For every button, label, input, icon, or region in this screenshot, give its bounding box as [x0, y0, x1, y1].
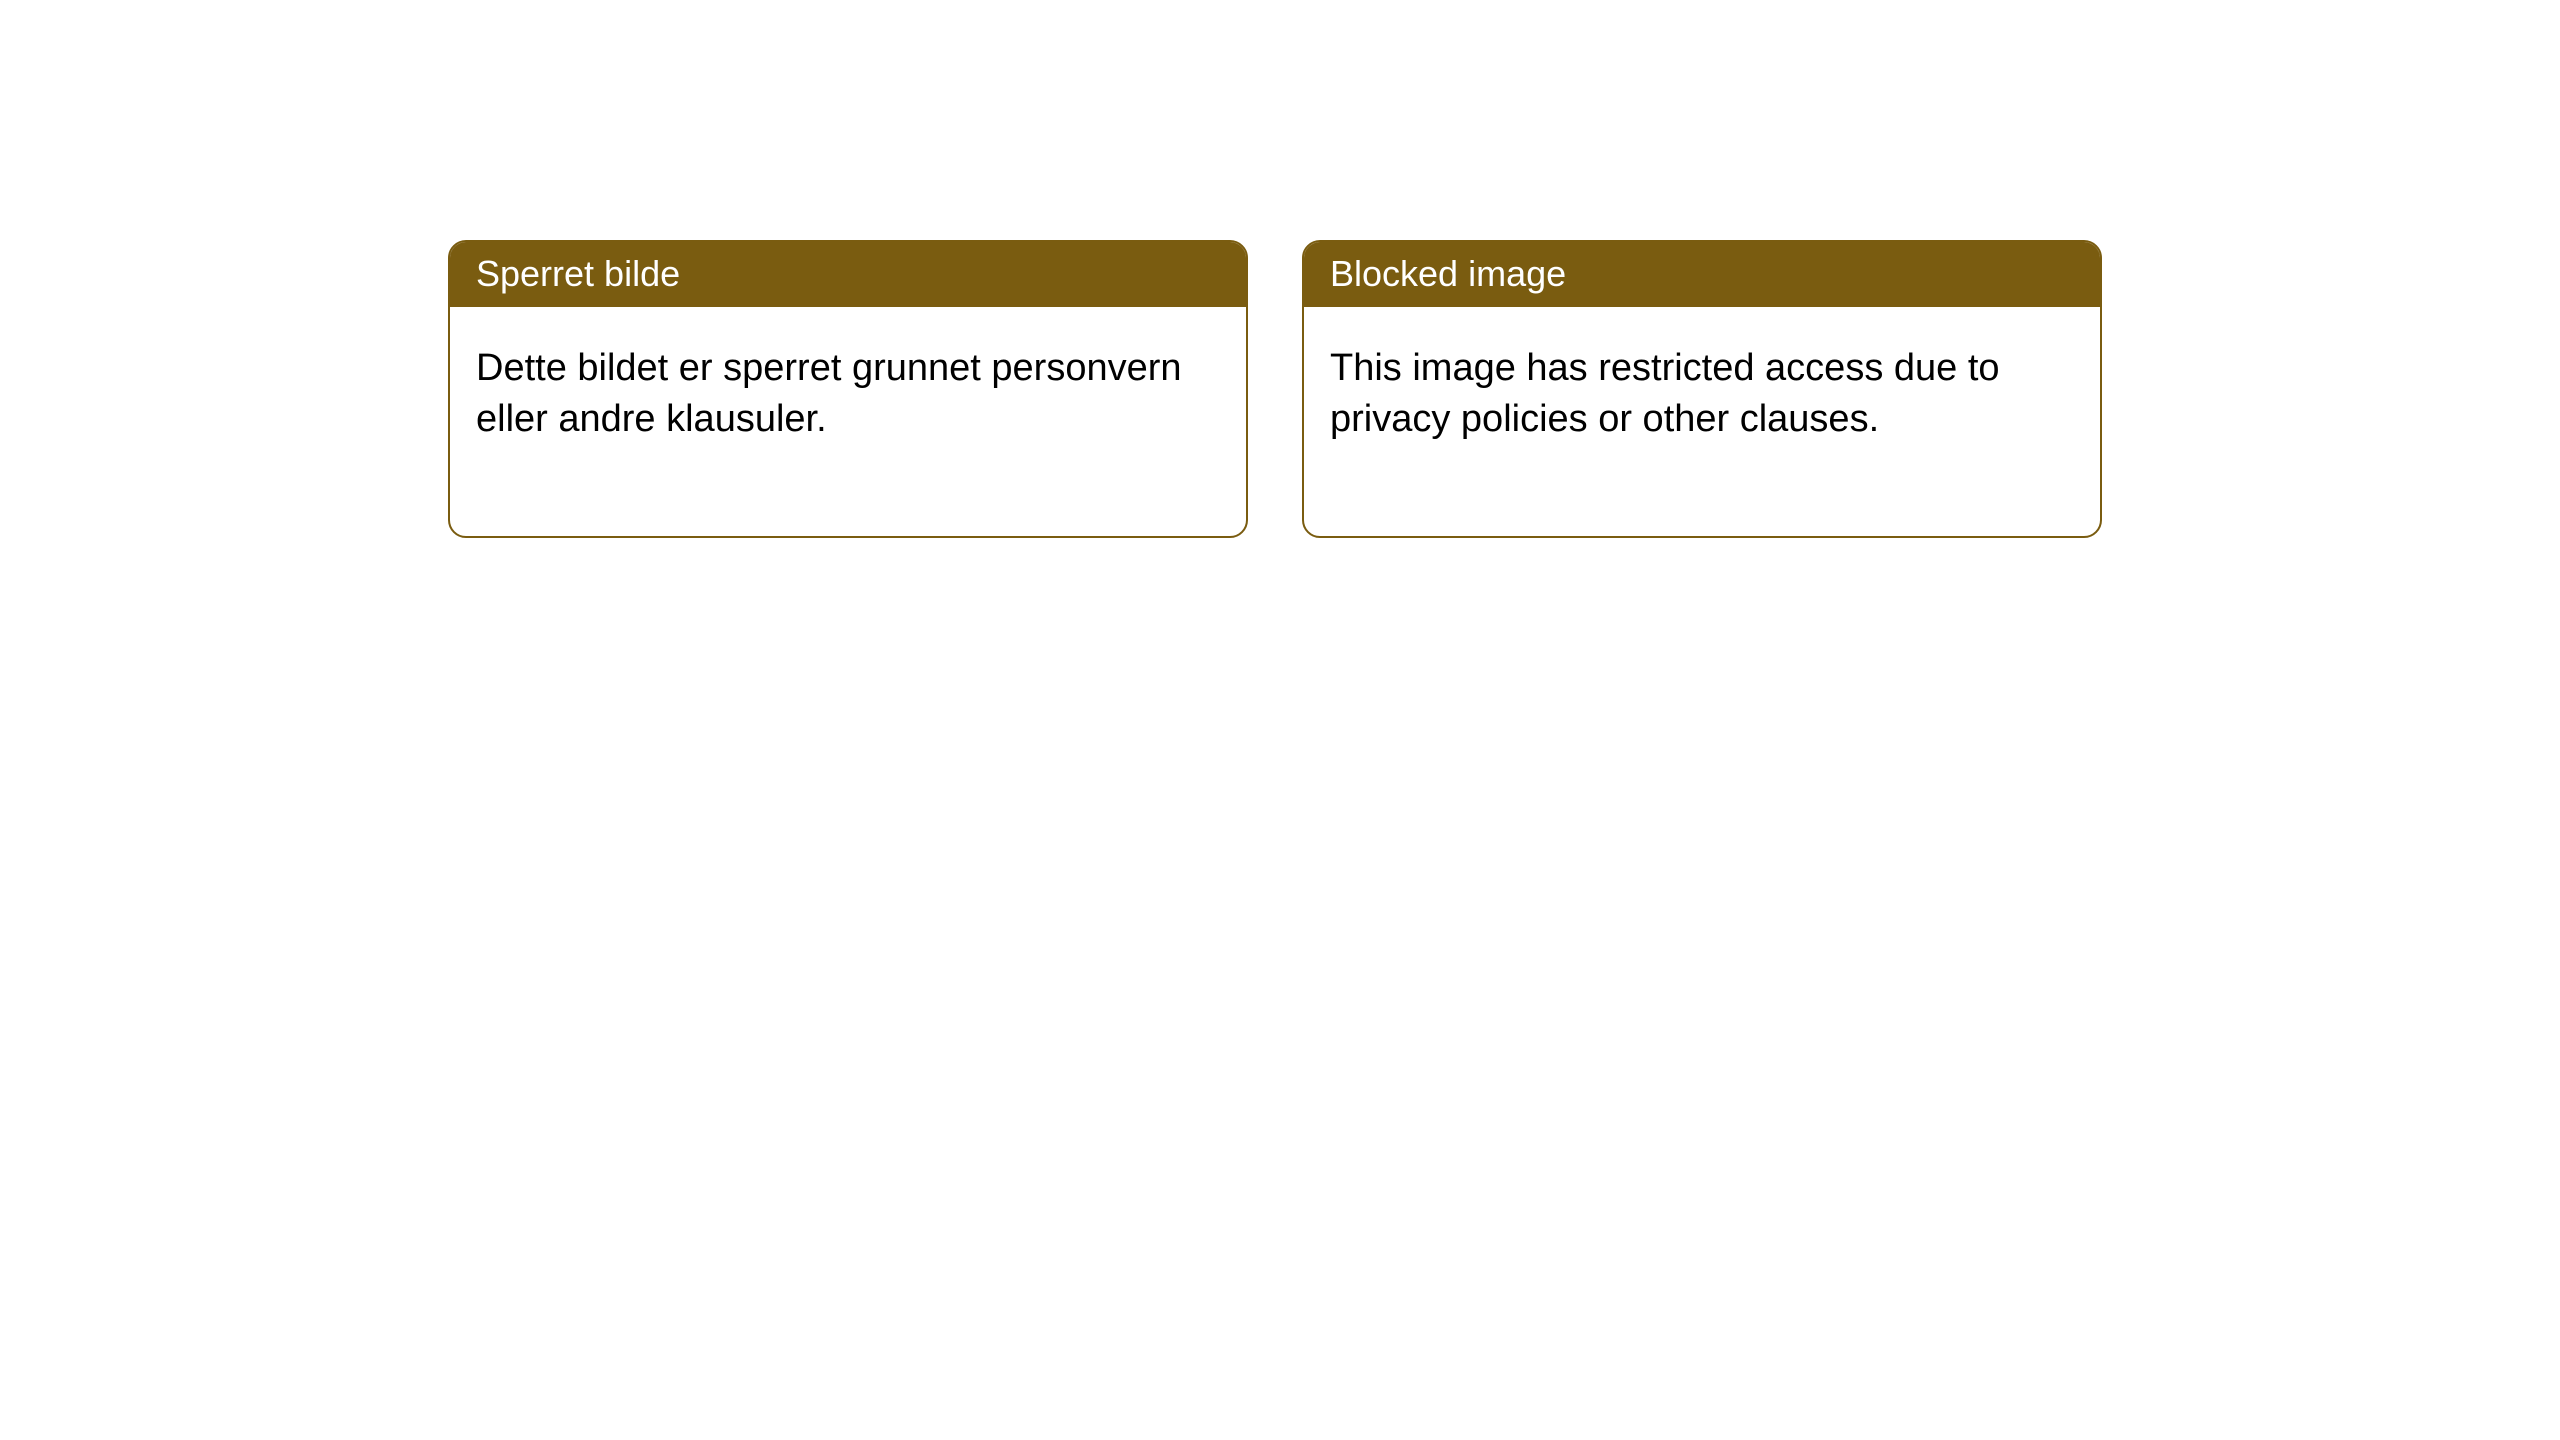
notice-container: Sperret bilde Dette bildet er sperret gr…	[0, 0, 2560, 538]
notice-body-norwegian: Dette bildet er sperret grunnet personve…	[450, 307, 1246, 536]
notice-body-english: This image has restricted access due to …	[1304, 307, 2100, 536]
notice-title-english: Blocked image	[1304, 242, 2100, 307]
notice-title-norwegian: Sperret bilde	[450, 242, 1246, 307]
notice-card-english: Blocked image This image has restricted …	[1302, 240, 2102, 538]
notice-card-norwegian: Sperret bilde Dette bildet er sperret gr…	[448, 240, 1248, 538]
